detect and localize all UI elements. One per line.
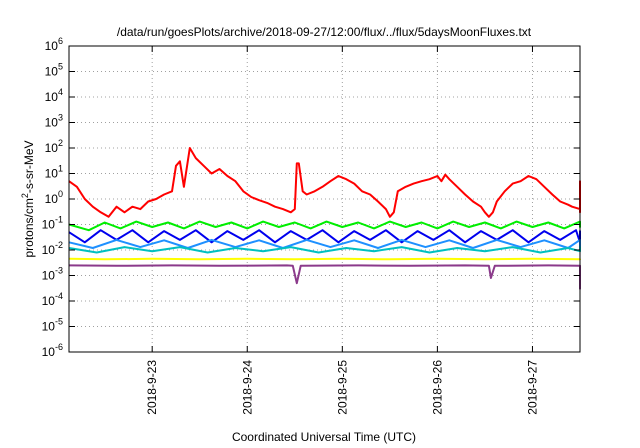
y-tick-label-exp: -5 xyxy=(55,317,63,327)
y-tick-label-exp: 1 xyxy=(58,164,63,174)
series-line-6 xyxy=(68,257,581,261)
y-tick-label-base: 10 xyxy=(45,141,59,155)
y-tick-label: 102 xyxy=(45,138,63,155)
y-tick-label: 10-1 xyxy=(42,215,63,232)
y-tick-label: 10-4 xyxy=(42,291,63,308)
x-tick-label: 2018-9-24 xyxy=(240,360,254,415)
y-tick-label: 103 xyxy=(45,113,63,130)
x-axis-ticks: 2018-9-23 2018-9-24 2018-9-25 2018-9-26 2018… xyxy=(145,46,539,415)
y-axis-label-exp: 2 xyxy=(20,193,30,198)
y-tick-label-exp: -6 xyxy=(55,342,63,352)
series-line-5 xyxy=(68,246,581,254)
y-tick-label-base: 10 xyxy=(42,345,56,359)
series-line-7 xyxy=(68,264,581,290)
x-axis-label: Coordinated Universal Time (UTC) xyxy=(232,430,416,444)
y-tick-label-exp: -3 xyxy=(55,266,63,276)
y-tick-label: 100 xyxy=(45,189,63,206)
series-line-4 xyxy=(68,238,581,249)
y-tick-label-base: 10 xyxy=(45,90,59,104)
y-tick-label: 104 xyxy=(45,87,63,104)
x-tick-label: 2018-9-23 xyxy=(145,360,159,415)
y-tick-label-exp: 5 xyxy=(58,62,63,72)
y-tick-label-exp: 2 xyxy=(58,138,63,148)
series-line-2 xyxy=(68,220,581,232)
x-tick-label: 2018-9-27 xyxy=(525,360,539,415)
y-axis-label-base: protons/cm xyxy=(22,198,36,257)
y-tick-label: 10-6 xyxy=(42,342,63,359)
y-tick-label-exp: -4 xyxy=(55,291,63,301)
x-tick-label: 2018-9-26 xyxy=(430,360,444,415)
y-tick-label: 10-5 xyxy=(42,317,63,334)
y-tick-label-base: 10 xyxy=(42,320,56,334)
y-tick-label: 106 xyxy=(45,36,63,53)
y-tick-label: 105 xyxy=(45,62,63,79)
y-tick-label-exp: -2 xyxy=(55,240,63,250)
series-group xyxy=(68,147,581,290)
y-tick-label: 101 xyxy=(45,164,63,181)
y-tick-label-base: 10 xyxy=(45,167,59,181)
y-tick-label-base: 10 xyxy=(45,39,59,53)
grid xyxy=(69,45,580,353)
y-tick-label-exp: 6 xyxy=(58,36,63,46)
y-tick-label: 10-2 xyxy=(42,240,63,257)
y-tick-label-base: 10 xyxy=(45,65,59,79)
series-line-3 xyxy=(68,229,581,244)
y-tick-label-base: 10 xyxy=(42,294,56,308)
y-tick-label-exp: -1 xyxy=(55,215,63,225)
y-axis-ticks: 10-610-510-410-310-210-11001011021031041… xyxy=(42,36,580,359)
y-tick-label: 10-3 xyxy=(42,266,63,283)
y-tick-label-base: 10 xyxy=(42,269,56,283)
y-tick-label-base: 10 xyxy=(42,243,56,257)
chart-title: /data/run/goesPlots/archive/2018-09-27/1… xyxy=(117,25,532,39)
y-tick-label-base: 10 xyxy=(42,218,56,232)
x-tick-label: 2018-9-25 xyxy=(335,360,349,415)
y-tick-label-exp: 4 xyxy=(58,87,63,97)
y-tick-label-exp: 3 xyxy=(58,113,63,123)
series-line-1 xyxy=(68,147,581,218)
y-tick-label-base: 10 xyxy=(45,116,59,130)
y-tick-label-exp: 0 xyxy=(58,189,63,199)
y-axis-label-rest: -s-sr-MeV xyxy=(22,140,36,193)
y-axis-label: protons/cm2-s-sr-MeV xyxy=(20,140,36,257)
y-tick-label-base: 10 xyxy=(45,192,59,206)
